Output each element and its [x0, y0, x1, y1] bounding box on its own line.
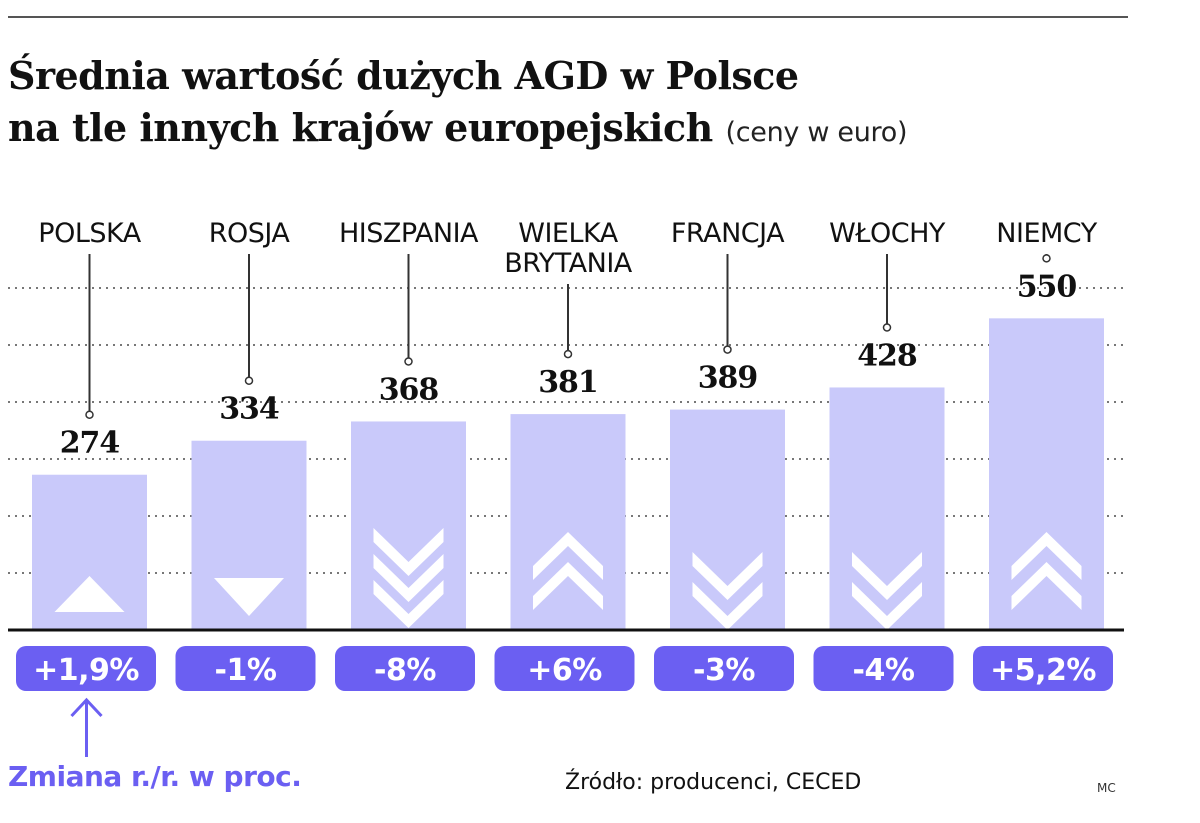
chevron-up-icon	[533, 532, 603, 580]
country-label-3: WIELKA	[518, 218, 618, 249]
change-label-2: -8%	[374, 653, 436, 688]
chevron-down-icon	[373, 554, 444, 602]
country-label-3: BRYTANIA	[504, 248, 633, 279]
change-indicators	[54, 528, 1082, 630]
change-label-0: +1,9%	[33, 653, 139, 688]
up-arrow-icon	[54, 576, 125, 612]
value-label-6: 550	[1017, 269, 1077, 304]
source-text: Źródło: producenci, CECED	[565, 770, 862, 795]
change-badge-6	[973, 646, 1113, 691]
change-badges: +1,9% -1% -8% +6% -3% -4% +5,2%	[16, 646, 1113, 691]
value-label-5: 428	[857, 338, 917, 373]
change-badge-3	[494, 646, 635, 691]
leader-dot-3	[563, 349, 573, 359]
author-initials: MC	[1097, 781, 1116, 795]
change-badge-0	[16, 646, 156, 691]
country-label-1: ROSJA	[209, 218, 291, 249]
chevron-up-icon	[533, 562, 603, 610]
change-badge-5	[813, 646, 954, 691]
value-label-2: 368	[379, 372, 439, 407]
leader-dot-0	[85, 410, 94, 419]
value-label-3: 381	[538, 365, 598, 400]
country-label-0: POLSKA	[38, 218, 141, 249]
country-label-5: WŁOCHY	[829, 218, 946, 249]
country-label-2: HISZPANIA	[339, 218, 479, 249]
value-label-4: 389	[698, 361, 758, 396]
country-label-6: NIEMCY	[996, 218, 1097, 249]
leader-dot-6	[1042, 254, 1051, 263]
country-labels: 274 POLSKA 334 ROSJA 368 HISZPANIA 381 WIELKABR…	[38, 218, 1098, 461]
leader-dot-5	[882, 323, 892, 332]
down-arrow-icon	[214, 578, 284, 616]
chevron-down-icon	[692, 582, 763, 630]
change-label-1: -1%	[215, 653, 277, 688]
note-arrow	[70, 697, 103, 757]
country-label-4: FRANCJA	[671, 218, 785, 249]
value-label-1: 334	[219, 392, 279, 427]
change-label-5: -4%	[853, 653, 915, 688]
chevron-down-icon	[852, 552, 922, 600]
title-line-2-text: na tle innych krajów europejskich	[8, 105, 713, 150]
chevron-up-icon	[1011, 562, 1082, 610]
chart-title: Średnia wartość dużych AGD w Polsce na t…	[8, 50, 908, 159]
chevron-down-icon	[373, 528, 444, 576]
chevron-down-icon	[852, 582, 922, 630]
title-line-2: na tle innych krajów europejskich (ceny …	[8, 102, 908, 159]
bar-6	[989, 318, 1104, 630]
arrow-up-icon	[70, 697, 103, 718]
change-badge-4	[654, 646, 794, 691]
change-badge-2	[335, 646, 475, 691]
change-label-3: +6%	[527, 653, 602, 688]
chevron-down-icon	[373, 580, 444, 628]
title-line-1: Średnia wartość dużych AGD w Polsce	[8, 53, 799, 98]
bar-3	[510, 414, 626, 630]
change-label-6: +5,2%	[990, 653, 1096, 688]
leader-dot-4	[723, 345, 732, 354]
change-badge-1	[175, 646, 316, 691]
chevron-up-icon	[1011, 532, 1082, 580]
chevron-down-icon	[692, 552, 763, 600]
chart-subtitle: (ceny w euro)	[725, 117, 908, 148]
value-label-0: 274	[60, 426, 120, 461]
leader-dot-2	[404, 357, 413, 366]
change-label-4: -3%	[693, 653, 755, 688]
top-rule	[8, 16, 1128, 18]
change-note: Zmiana r./r. w proc.	[8, 760, 302, 793]
leader-dot-1	[244, 376, 254, 385]
